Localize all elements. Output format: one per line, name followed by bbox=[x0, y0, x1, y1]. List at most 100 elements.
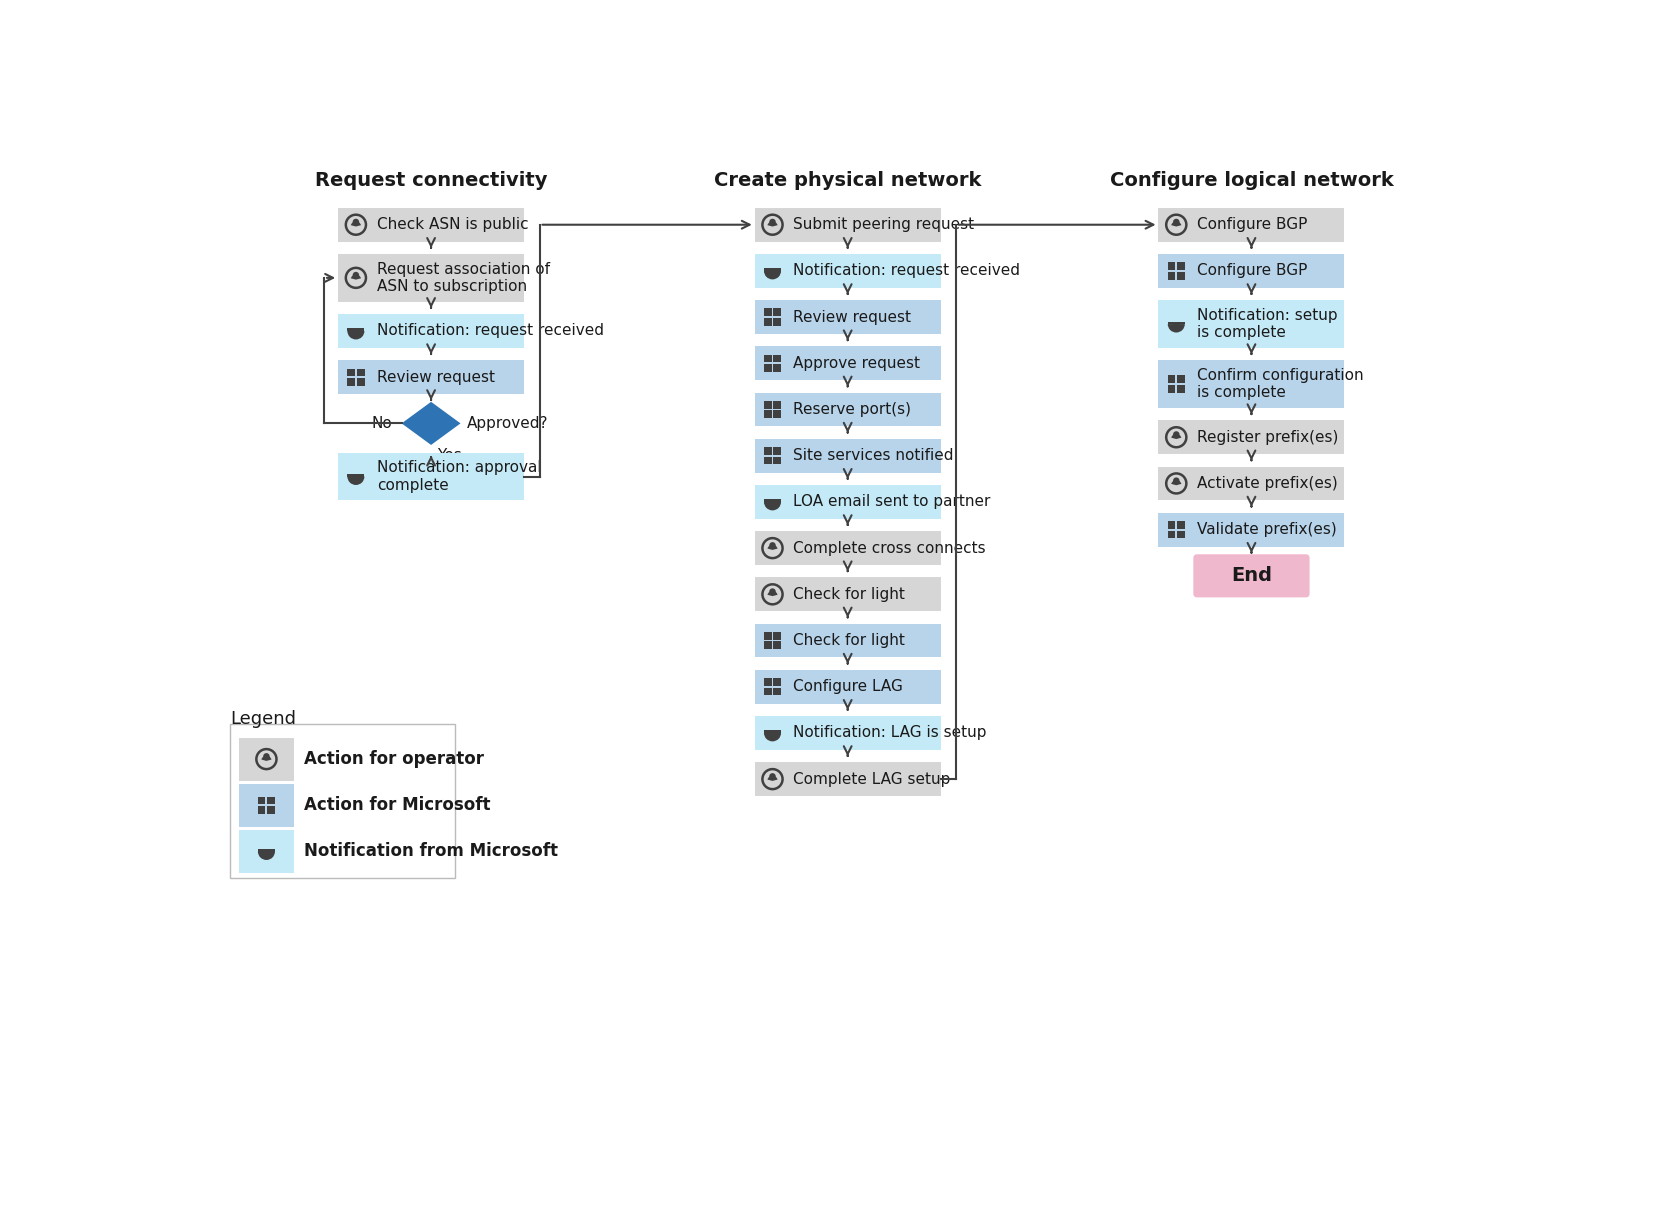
Text: Notification: request received: Notification: request received bbox=[794, 263, 1021, 278]
FancyBboxPatch shape bbox=[764, 688, 771, 696]
FancyBboxPatch shape bbox=[764, 678, 771, 686]
Text: Notification: request received: Notification: request received bbox=[377, 324, 604, 339]
FancyBboxPatch shape bbox=[774, 355, 781, 362]
FancyBboxPatch shape bbox=[764, 364, 771, 372]
Circle shape bbox=[1173, 478, 1179, 484]
Wedge shape bbox=[1171, 433, 1181, 439]
FancyBboxPatch shape bbox=[258, 849, 275, 852]
FancyBboxPatch shape bbox=[774, 401, 781, 409]
FancyBboxPatch shape bbox=[1168, 531, 1176, 538]
FancyBboxPatch shape bbox=[1158, 361, 1345, 407]
Wedge shape bbox=[258, 852, 275, 860]
Text: Approved?: Approved? bbox=[466, 416, 547, 431]
Text: Configure LAG: Configure LAG bbox=[794, 680, 903, 694]
FancyBboxPatch shape bbox=[268, 806, 275, 814]
Circle shape bbox=[1174, 324, 1178, 327]
Text: Register prefix(es): Register prefix(es) bbox=[1197, 430, 1338, 444]
FancyBboxPatch shape bbox=[258, 796, 265, 804]
Text: Confirm configuration
is complete: Confirm configuration is complete bbox=[1197, 368, 1365, 400]
Wedge shape bbox=[347, 476, 364, 485]
Text: Check for light: Check for light bbox=[794, 633, 905, 648]
FancyBboxPatch shape bbox=[754, 624, 941, 657]
Circle shape bbox=[354, 476, 357, 480]
FancyBboxPatch shape bbox=[754, 670, 941, 704]
FancyBboxPatch shape bbox=[764, 355, 771, 362]
FancyBboxPatch shape bbox=[1158, 512, 1345, 547]
FancyBboxPatch shape bbox=[240, 737, 293, 780]
Text: Check for light: Check for light bbox=[794, 587, 905, 602]
Text: Configure logical network: Configure logical network bbox=[1110, 171, 1393, 190]
FancyBboxPatch shape bbox=[1158, 467, 1345, 500]
Wedge shape bbox=[764, 502, 781, 511]
Text: Site services notified: Site services notified bbox=[794, 448, 954, 463]
Text: End: End bbox=[1231, 566, 1272, 585]
FancyBboxPatch shape bbox=[230, 724, 455, 878]
Text: Notification: approval
complete: Notification: approval complete bbox=[377, 460, 541, 492]
FancyBboxPatch shape bbox=[764, 309, 771, 316]
FancyBboxPatch shape bbox=[764, 632, 771, 640]
FancyBboxPatch shape bbox=[764, 318, 771, 326]
Wedge shape bbox=[1171, 222, 1181, 227]
FancyBboxPatch shape bbox=[1158, 420, 1345, 454]
FancyBboxPatch shape bbox=[1178, 262, 1184, 270]
Circle shape bbox=[265, 851, 268, 854]
FancyBboxPatch shape bbox=[1168, 321, 1184, 324]
FancyBboxPatch shape bbox=[268, 796, 275, 804]
FancyBboxPatch shape bbox=[774, 447, 781, 454]
Text: No: No bbox=[372, 416, 392, 431]
FancyBboxPatch shape bbox=[1158, 300, 1345, 348]
FancyBboxPatch shape bbox=[337, 361, 524, 394]
FancyBboxPatch shape bbox=[1178, 521, 1184, 528]
Polygon shape bbox=[402, 401, 460, 444]
FancyBboxPatch shape bbox=[1178, 531, 1184, 538]
FancyBboxPatch shape bbox=[764, 268, 781, 271]
FancyBboxPatch shape bbox=[258, 806, 265, 814]
FancyBboxPatch shape bbox=[754, 300, 941, 334]
Wedge shape bbox=[764, 732, 781, 741]
FancyBboxPatch shape bbox=[357, 378, 364, 385]
FancyBboxPatch shape bbox=[1178, 385, 1184, 393]
Text: Request association of
ASN to subscription: Request association of ASN to subscripti… bbox=[377, 262, 549, 294]
FancyBboxPatch shape bbox=[774, 318, 781, 326]
Text: Validate prefix(es): Validate prefix(es) bbox=[1197, 522, 1336, 537]
FancyBboxPatch shape bbox=[754, 485, 941, 518]
FancyBboxPatch shape bbox=[1178, 375, 1184, 383]
Circle shape bbox=[354, 331, 357, 335]
Text: Review request: Review request bbox=[794, 310, 911, 325]
FancyBboxPatch shape bbox=[764, 457, 771, 464]
FancyBboxPatch shape bbox=[337, 254, 524, 302]
FancyBboxPatch shape bbox=[754, 532, 941, 565]
Text: Configure BGP: Configure BGP bbox=[1197, 217, 1308, 233]
FancyBboxPatch shape bbox=[774, 678, 781, 686]
Text: Create physical network: Create physical network bbox=[715, 171, 981, 190]
Text: Submit peering request: Submit peering request bbox=[794, 217, 974, 233]
Wedge shape bbox=[347, 331, 364, 340]
Circle shape bbox=[769, 219, 776, 225]
Wedge shape bbox=[764, 271, 781, 279]
FancyBboxPatch shape bbox=[774, 364, 781, 372]
Wedge shape bbox=[767, 776, 777, 780]
FancyBboxPatch shape bbox=[764, 500, 781, 502]
Circle shape bbox=[352, 219, 359, 225]
Wedge shape bbox=[767, 222, 777, 227]
Circle shape bbox=[769, 588, 776, 595]
FancyBboxPatch shape bbox=[347, 474, 364, 476]
Text: Notification: setup
is complete: Notification: setup is complete bbox=[1197, 308, 1338, 340]
Text: LOA email sent to partner: LOA email sent to partner bbox=[794, 495, 991, 510]
FancyBboxPatch shape bbox=[754, 438, 941, 473]
FancyBboxPatch shape bbox=[1168, 521, 1176, 528]
FancyBboxPatch shape bbox=[347, 378, 356, 385]
FancyBboxPatch shape bbox=[347, 368, 356, 377]
FancyBboxPatch shape bbox=[764, 730, 781, 732]
FancyBboxPatch shape bbox=[1168, 272, 1176, 279]
Wedge shape bbox=[1171, 480, 1181, 485]
FancyBboxPatch shape bbox=[774, 457, 781, 464]
FancyBboxPatch shape bbox=[754, 716, 941, 750]
FancyBboxPatch shape bbox=[1168, 375, 1176, 383]
Text: Notification: LAG is setup: Notification: LAG is setup bbox=[794, 725, 987, 740]
Circle shape bbox=[771, 271, 774, 275]
FancyBboxPatch shape bbox=[764, 410, 771, 419]
FancyBboxPatch shape bbox=[764, 447, 771, 454]
Text: Review request: Review request bbox=[377, 369, 495, 384]
FancyBboxPatch shape bbox=[1158, 254, 1345, 288]
